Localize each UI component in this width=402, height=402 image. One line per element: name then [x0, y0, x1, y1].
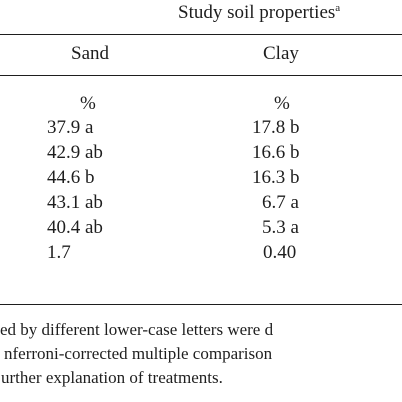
table-rule-bottom: [0, 304, 402, 305]
cell-sand: 37.9 a: [47, 117, 94, 138]
unit-clay: %: [274, 93, 290, 114]
footnote-line: nferroni-corrected multiple comparison: [4, 344, 273, 363]
cell-sand: 43.1 ab: [47, 192, 103, 213]
cell-clay: 6.7 a: [262, 192, 299, 213]
cell-clay: 16.6 b: [252, 142, 300, 163]
footnote-line: urther explanation of treatments.: [1, 368, 223, 387]
caption-text: Study soil properties: [178, 2, 336, 23]
cell-sand: 42.9 ab: [47, 142, 103, 163]
column-header-sand: Sand: [71, 43, 109, 64]
cell-sand: 1.7: [47, 242, 71, 263]
cell-clay: 16.3 b: [252, 167, 300, 188]
column-header-clay: Clay: [263, 43, 299, 64]
cell-sand: 40.4 ab: [47, 217, 103, 238]
cell-clay: 17.8 b: [252, 117, 300, 138]
unit-sand: %: [80, 93, 96, 114]
table-rule-mid: [0, 75, 402, 76]
footnote-line: ed by different lower-case letters were …: [0, 320, 274, 339]
cell-clay: 0.40: [263, 242, 297, 263]
cell-sand: 44.6 b: [47, 167, 95, 188]
cell-clay: 5.3 a: [262, 217, 299, 238]
table-caption: Study soil propertiesa: [178, 2, 340, 24]
caption-footnote-mark: a: [335, 2, 341, 14]
table-rule-top: [0, 34, 402, 35]
